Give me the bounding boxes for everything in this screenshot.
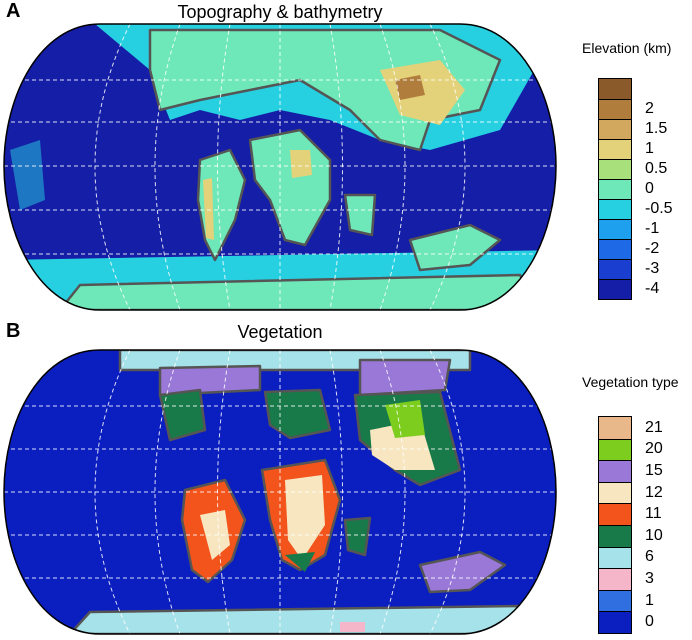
veg-india (343, 516, 372, 557)
legend-label: 21 (645, 418, 663, 436)
legend-label: 0 (645, 180, 654, 197)
legend-swatch (599, 199, 631, 219)
land-north-a (148, 28, 502, 152)
legend-swatch (599, 568, 631, 590)
legend-label: 1 (645, 591, 654, 609)
land-australia-a (408, 223, 502, 272)
panel-b-title: Vegetation (237, 322, 323, 342)
legend-label: 20 (645, 440, 663, 458)
legend-label: 11 (645, 505, 662, 523)
vegetation-map (3, 349, 557, 635)
panel-vegetation: B Vegetation (0, 320, 692, 640)
legend-label: -0.5 (645, 200, 673, 217)
legend-swatch (599, 139, 631, 159)
vegetation-legend: 21 20 15 12 11 10 6 3 1 0 (598, 416, 663, 634)
vegetation-legend-title: Vegetation type (582, 374, 679, 390)
legend-swatch (599, 611, 631, 633)
legend-swatch (599, 546, 631, 569)
legend-swatch (599, 438, 631, 461)
legend-label: 1 (645, 140, 654, 157)
legend-swatch (599, 259, 631, 279)
map-border-a (3, 23, 557, 311)
legend-swatch (599, 79, 631, 99)
panel-b-letter: B (6, 320, 21, 342)
legend-label: 12 (645, 483, 663, 501)
legend-label: 6 (645, 548, 654, 566)
legend-label: -4 (645, 280, 660, 297)
legend-swatch (599, 239, 631, 259)
panel-a-letter: A (6, 0, 21, 22)
elevation-legend-title: Elevation (km) (582, 40, 672, 56)
veg-boreal-north (158, 364, 262, 397)
legend-swatch (599, 460, 631, 482)
veg-forest-africa-south (285, 552, 315, 572)
veg-forest-eu (263, 388, 332, 440)
legend-swatch (599, 525, 631, 547)
veg-forest-na (158, 388, 207, 442)
panel-topography: A Topography & bathymetry (0, 0, 692, 318)
legend-swatch (599, 159, 631, 179)
legend-label: 10 (645, 526, 663, 544)
legend-label: 0.5 (645, 160, 668, 177)
legend-swatch (599, 279, 631, 299)
legend-label: -1 (645, 220, 660, 237)
legend-swatch (599, 589, 631, 612)
legend-swatch (599, 119, 631, 139)
peak-asia-a (395, 75, 425, 100)
legend-swatch (599, 219, 631, 239)
veg-antarctica-pink (340, 622, 365, 632)
legend-swatch (599, 99, 631, 119)
legend-swatch (599, 481, 631, 504)
legend-label: 3 (645, 570, 654, 587)
veg-steppe-asia (385, 400, 425, 438)
legend-label: 2 (645, 100, 654, 117)
legend-swatch (599, 179, 631, 199)
legend-label: 0 (645, 613, 654, 631)
legend-swatch (599, 503, 631, 525)
map-border-b (3, 349, 557, 635)
legend-label: -3 (645, 260, 660, 277)
veg-antarctica (68, 604, 542, 634)
highland-andes-a (203, 178, 214, 240)
veg-desert-africa (285, 475, 325, 560)
legend-label: 1.5 (645, 120, 668, 137)
veg-boreal-asia (358, 358, 452, 397)
legend-swatch (599, 417, 631, 439)
elevation-legend: 2 1.5 1 0.5 0 -0.5 -1 -2 -3 -4 (598, 78, 673, 300)
shelf-west-a (10, 140, 45, 210)
topography-map (3, 23, 557, 311)
land-india-a (343, 193, 377, 237)
highland-africa-a (290, 150, 312, 178)
legend-label: 15 (645, 462, 663, 479)
graticule-a (4, 23, 556, 311)
legend-label: -2 (645, 240, 660, 257)
panel-a-title: Topography & bathymetry (177, 2, 383, 22)
graticule-b (4, 349, 556, 635)
